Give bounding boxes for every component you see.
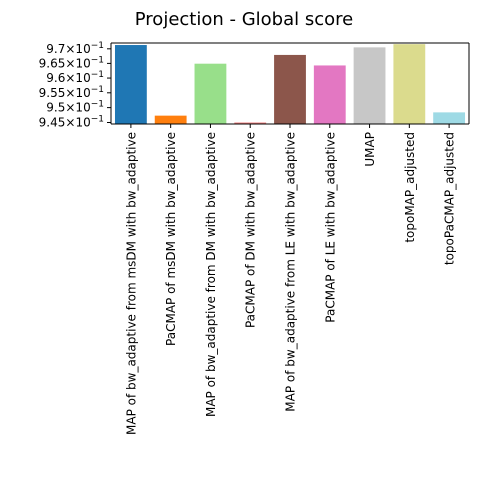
x-tick-label-5: MAP of bw_adaptive from LE with bw_adapt… bbox=[284, 132, 298, 412]
x-ticks-layer: MAP of bw_adaptive from msDM with bw_ada… bbox=[124, 124, 457, 435]
bar-1 bbox=[114, 45, 147, 124]
x-tick-label-9: topoPaCMAP_adjusted bbox=[443, 132, 457, 265]
x-tick-label-7: UMAP bbox=[363, 132, 377, 167]
x-tick-label-4: PaCMAP of DM with bw_adaptive bbox=[244, 132, 258, 328]
bar-6 bbox=[313, 65, 346, 124]
bar-2 bbox=[154, 115, 187, 124]
y-ticks-layer: 9.45×10−19.5×10−19.55×10−19.6×10−19.65×1… bbox=[39, 41, 111, 130]
y-tick-label-4: 9.6×10−1 bbox=[46, 70, 104, 85]
bar-8 bbox=[393, 44, 426, 124]
x-tick-label-2: PaCMAP of msDM with bw_adaptive bbox=[164, 132, 178, 346]
y-tick-label-2: 9.5×10−1 bbox=[46, 100, 104, 115]
x-tick-label-8: topoMAP_adjusted bbox=[403, 132, 417, 243]
bar-7 bbox=[353, 47, 386, 124]
y-tick-label-6: 9.7×10−1 bbox=[46, 41, 104, 56]
bar-4 bbox=[234, 122, 267, 124]
y-tick-label-3: 9.55×10−1 bbox=[39, 85, 104, 100]
x-tick-label-1: MAP of bw_adaptive from msDM with bw_ada… bbox=[124, 132, 138, 435]
y-tick-label-5: 9.65×10−1 bbox=[39, 55, 104, 70]
bar-9 bbox=[433, 112, 466, 124]
y-tick-label-1: 9.45×10−1 bbox=[39, 115, 104, 130]
bar-3 bbox=[194, 63, 227, 124]
x-tick-label-3: MAP of bw_adaptive from DM with bw_adapt… bbox=[204, 132, 218, 417]
chart-title: Projection - Global score bbox=[135, 9, 353, 30]
bar-5 bbox=[274, 54, 306, 124]
bars-layer bbox=[114, 44, 466, 124]
x-tick-label-6: PaCMAP of LE with bw_adaptive bbox=[323, 132, 337, 323]
